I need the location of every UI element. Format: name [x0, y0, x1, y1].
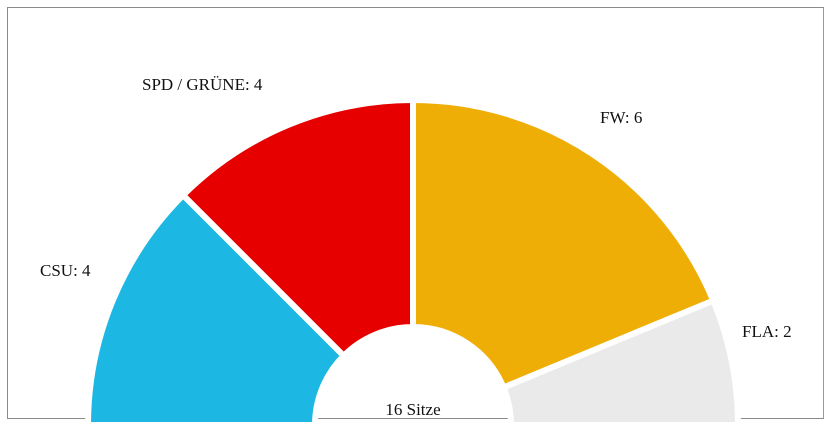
- slice-csu: [84, 190, 348, 426]
- total-seats-label: 16 Sitze: [385, 400, 440, 419]
- slice-fw: [410, 96, 718, 392]
- slice-label-fw: FW: 6: [600, 108, 642, 127]
- slice-label-fla: FLA: 2: [742, 322, 792, 341]
- slice-fla: [499, 296, 742, 426]
- slice-label-spd-gruene: SPD / GRÜNE: 4: [142, 75, 263, 94]
- slice-spd-grüne: [178, 96, 416, 360]
- seat-slices: [84, 96, 742, 426]
- slice-label-csu: CSU: 4: [40, 261, 91, 280]
